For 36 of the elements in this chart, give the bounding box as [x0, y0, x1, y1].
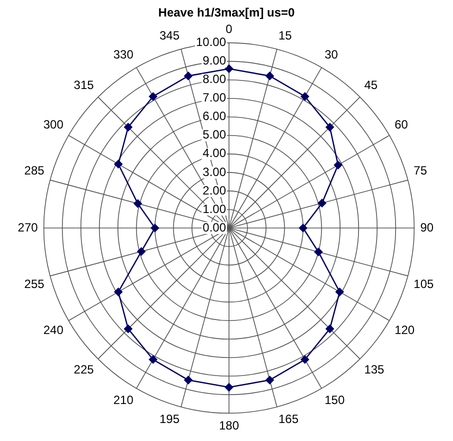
y-tick-label: 2.00: [202, 183, 226, 198]
spoke-label: 105: [414, 277, 434, 291]
spoke-label: 15: [278, 28, 292, 42]
spoke-label: 300: [43, 118, 64, 132]
spoke-label: 255: [24, 277, 45, 291]
y-tick-label: 3.00: [202, 164, 226, 179]
spoke-label: 60: [394, 118, 408, 132]
y-tick-label: 7.00: [202, 90, 226, 105]
y-tick-label: 10.00: [196, 35, 226, 50]
y-tick-label: 5.00: [202, 128, 226, 142]
spoke-label: 165: [278, 412, 299, 426]
spoke-label: 75: [414, 164, 428, 178]
spoke-label: 135: [364, 362, 385, 377]
y-tick-label: 1.00: [202, 202, 226, 216]
spoke-label: 45: [364, 78, 378, 92]
spoke-label: 345: [159, 28, 180, 42]
spoke-label: 210: [113, 393, 134, 408]
y-tick-label: 6.00: [202, 109, 226, 124]
spoke-label: 150: [324, 393, 345, 408]
y-tick-label: 4.00: [202, 146, 226, 160]
spoke-label: 240: [43, 323, 64, 338]
spoke-label: 30: [324, 48, 338, 62]
spoke-label: 330: [113, 48, 134, 62]
spoke-label: 315: [74, 78, 94, 92]
spoke-label: 0: [226, 22, 233, 36]
spoke-label: 285: [24, 164, 45, 178]
spoke-label: 180: [218, 418, 240, 433]
y-tick-label: 9.00: [202, 54, 226, 68]
spoke-label: 120: [394, 323, 415, 338]
spoke-label: 225: [74, 362, 94, 377]
spoke-label: 270: [18, 220, 38, 234]
chart-title: Heave h1/3max[m] us=0: [158, 6, 296, 20]
y-tick-label: 0.00: [202, 220, 226, 234]
spoke-label: 90: [420, 220, 434, 234]
spoke-label: 195: [159, 412, 180, 426]
y-tick-label: 8.00: [202, 72, 226, 86]
